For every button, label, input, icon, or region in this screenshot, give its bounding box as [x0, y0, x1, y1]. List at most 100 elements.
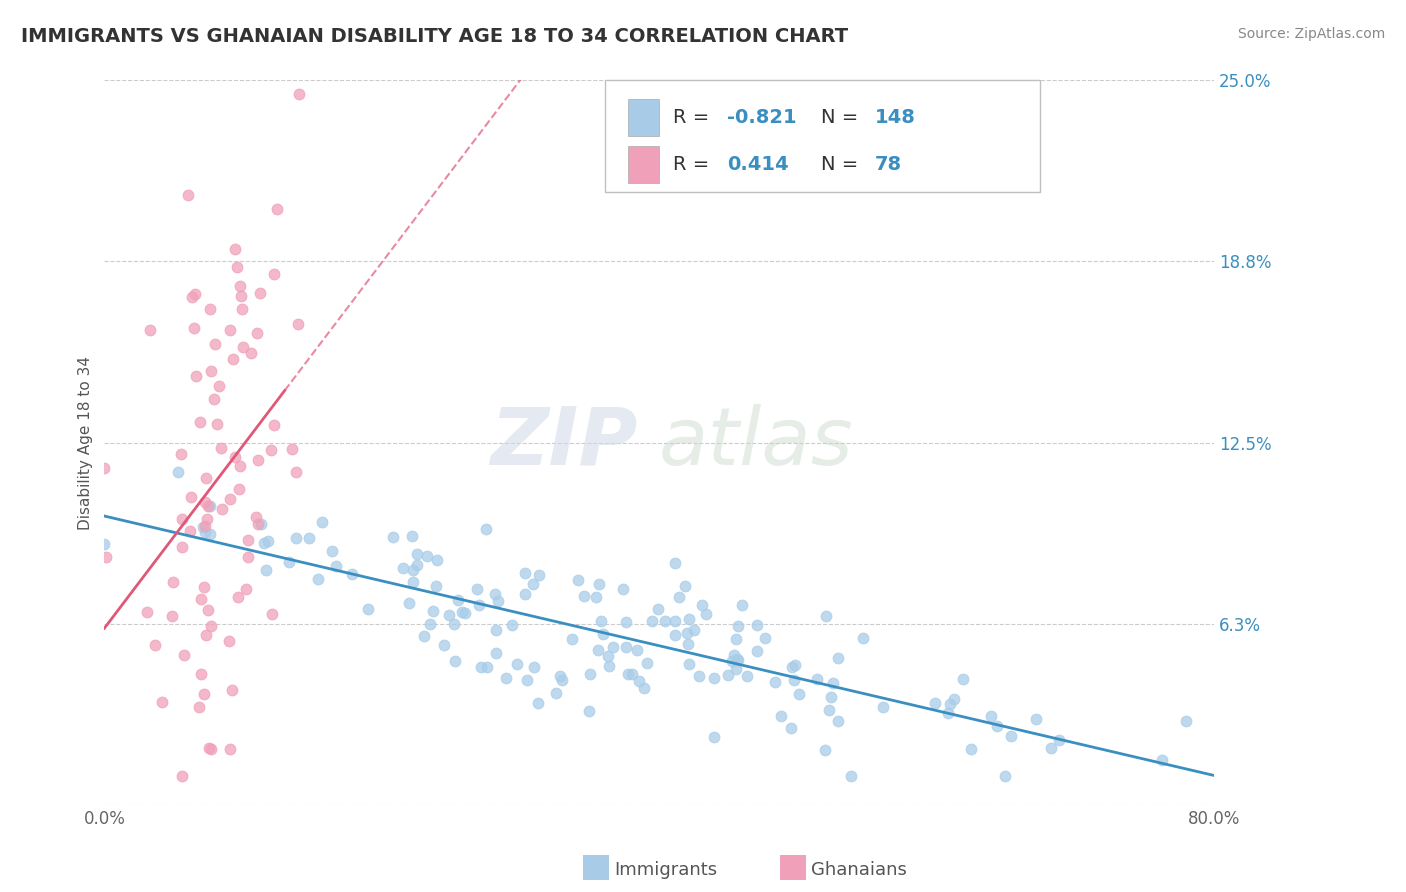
Point: [281, 442, 304, 457]
Point: [872, 699, 894, 714]
Text: N =: N =: [821, 155, 865, 174]
Point: [451, 606, 474, 620]
Point: [724, 662, 747, 676]
Point: [578, 705, 600, 719]
Point: [477, 660, 499, 674]
Point: [211, 501, 233, 516]
Point: [522, 576, 544, 591]
Point: [633, 681, 655, 695]
Point: [195, 512, 218, 526]
Point: [780, 660, 803, 674]
Point: [747, 618, 769, 632]
Point: [193, 687, 215, 701]
Point: [852, 632, 875, 646]
Point: [516, 673, 538, 687]
Text: Immigrants: Immigrants: [614, 861, 717, 879]
Point: [160, 609, 183, 624]
Point: [198, 302, 221, 317]
Point: [195, 470, 218, 484]
Point: [200, 527, 222, 541]
Point: [986, 719, 1008, 733]
Point: [197, 499, 219, 513]
Point: [93, 460, 115, 475]
Point: [602, 640, 624, 654]
Point: [405, 547, 427, 561]
Point: [725, 651, 748, 665]
Point: [1152, 753, 1174, 767]
Point: [513, 566, 536, 580]
Point: [173, 648, 195, 663]
Text: 0.414: 0.414: [727, 155, 789, 174]
Point: [200, 742, 222, 756]
Point: [485, 623, 508, 637]
Point: [162, 575, 184, 590]
Point: [588, 576, 610, 591]
Point: [266, 202, 288, 217]
Point: [468, 598, 491, 612]
Point: [398, 597, 420, 611]
Point: [924, 696, 946, 710]
Point: [231, 301, 253, 316]
Point: [195, 628, 218, 642]
Point: [735, 669, 758, 683]
Point: [952, 673, 974, 687]
Point: [614, 615, 637, 629]
Point: [628, 674, 651, 689]
Point: [820, 690, 842, 705]
Point: [673, 579, 696, 593]
Text: 148: 148: [875, 108, 915, 127]
Point: [277, 555, 299, 569]
Point: [817, 703, 839, 717]
Point: [204, 336, 226, 351]
Point: [787, 687, 810, 701]
Point: [980, 708, 1002, 723]
Point: [221, 682, 243, 697]
Point: [193, 519, 215, 533]
Point: [598, 658, 620, 673]
Point: [617, 667, 640, 681]
Point: [938, 698, 960, 712]
Point: [717, 668, 740, 682]
Point: [263, 268, 285, 282]
Point: [447, 593, 470, 607]
Point: [814, 609, 837, 624]
Point: [727, 653, 749, 667]
Point: [193, 495, 215, 509]
Point: [180, 491, 202, 505]
Point: [184, 287, 207, 301]
Point: [194, 525, 217, 540]
Point: [139, 323, 162, 337]
Point: [183, 320, 205, 334]
Point: [170, 540, 193, 554]
Point: [188, 416, 211, 430]
Point: [444, 655, 467, 669]
Point: [783, 657, 806, 672]
Point: [654, 614, 676, 628]
Point: [218, 491, 240, 506]
Point: [426, 553, 449, 567]
Point: [443, 617, 465, 632]
Point: [193, 581, 215, 595]
Point: [186, 369, 208, 384]
Point: [260, 443, 283, 458]
Point: [150, 694, 173, 708]
Point: [425, 578, 447, 592]
Point: [683, 624, 706, 638]
Point: [135, 606, 157, 620]
Point: [596, 649, 619, 664]
Point: [226, 590, 249, 604]
Point: [727, 619, 749, 633]
Point: [287, 317, 309, 331]
Point: [942, 692, 965, 706]
Point: [236, 549, 259, 564]
Point: [614, 640, 637, 655]
Point: [439, 607, 461, 622]
Point: [416, 549, 439, 563]
Point: [592, 627, 614, 641]
Point: [224, 450, 246, 464]
Point: [254, 563, 277, 577]
Point: [177, 187, 200, 202]
Point: [641, 614, 664, 628]
Point: [172, 769, 194, 783]
Point: [96, 550, 118, 565]
